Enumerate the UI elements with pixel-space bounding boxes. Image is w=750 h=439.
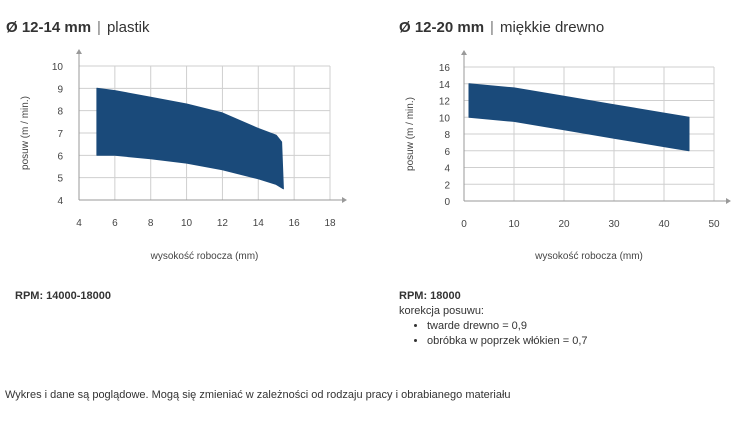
chart1-y-tick-label: 6 xyxy=(57,151,63,162)
chart2-title: Ø 12-20 mm | miękkie drewno xyxy=(399,19,604,36)
chart2-y-axis-arrow xyxy=(461,50,467,55)
chart2-y-tick-label: 10 xyxy=(439,113,451,124)
chart2-feed-band xyxy=(468,83,690,152)
chart2-x-tick-label: 20 xyxy=(558,219,570,230)
chart1-y-tick-label: 8 xyxy=(57,107,63,118)
chart1-title-material: plastik xyxy=(106,19,150,36)
correction-list: twarde drewno = 0,9 obróbka w poprzek wł… xyxy=(399,319,588,349)
chart2-y-tick-label: 14 xyxy=(439,80,451,91)
chart1-x-tick-label: 4 xyxy=(76,218,82,229)
chart1-title-diameter: Ø 12-14 mm xyxy=(6,19,92,36)
chart1-x-tick-label: 8 xyxy=(148,218,154,229)
chart1-x-tick-label: 10 xyxy=(181,218,193,229)
chart1-x-tick-label: 6 xyxy=(112,218,118,229)
chart2-title-separator: | xyxy=(490,19,494,36)
correction-item-hardwood: twarde drewno = 0,9 xyxy=(427,319,588,334)
correction-title: korekcja posuwu: xyxy=(399,305,484,317)
chart2-title-diameter: Ø 12-20 mm xyxy=(399,19,485,36)
chart1-x-tick-label: 18 xyxy=(324,218,336,229)
chart1-x-axis-arrow xyxy=(342,197,347,203)
chart1-x-tick-label: 12 xyxy=(217,218,229,229)
chart2-y-tick-label: 6 xyxy=(444,147,450,158)
chart2-x-axis-arrow xyxy=(726,198,731,204)
chart2-y-tick-label: 0 xyxy=(444,197,450,208)
chart2-y-axis-label: posuw (m / min.) xyxy=(405,97,416,171)
chart2-y-tick-label: 12 xyxy=(439,97,451,108)
chart1-y-tick-label: 4 xyxy=(57,196,63,207)
chart1-x-axis-label: wysokość robocza (mm) xyxy=(150,251,259,262)
chart1-y-tick-label: 5 xyxy=(57,174,63,185)
chart1-rpm: RPM: 14000-18000 xyxy=(15,290,112,302)
chart2-rpm: RPM: 18000 xyxy=(399,290,461,302)
chart2-title-material: miękkie drewno xyxy=(499,19,605,36)
chart1-x-tick-label: 14 xyxy=(253,218,265,229)
chart2-plot: 0 10 20 30 40 50 0 2 4 6 8 10 12 14 16 wysokość robocza… xyxy=(405,50,731,262)
chart1-y-axis-label: posuw (m / min.) xyxy=(20,96,31,170)
chart2-y-tick-label: 4 xyxy=(444,164,450,175)
chart2-x-tick-label: 50 xyxy=(708,219,720,230)
chart1-y-tick-label: 7 xyxy=(57,129,63,140)
chart1-y-tick-label: 9 xyxy=(57,84,63,95)
chart2-x-tick-label: 40 xyxy=(658,219,670,230)
chart2-correction: korekcja posuwu: twarde drewno = 0,9 obr… xyxy=(399,305,588,349)
chart2-x-tick-label: 0 xyxy=(461,219,467,230)
chart2-x-tick-label: 10 xyxy=(508,219,520,230)
chart2-y-tick-label: 2 xyxy=(444,180,450,191)
chart1-plot: 4 6 8 10 12 14 16 18 4 5 6 7 8 9 10 wysokość robocza (m… xyxy=(20,49,347,262)
chart1-y-axis-arrow xyxy=(76,49,82,54)
chart1-x-tick-label: 16 xyxy=(289,218,301,229)
chart2-x-tick-label: 30 xyxy=(608,219,620,230)
chart2-y-tick-label: 16 xyxy=(439,63,451,74)
chart2-x-axis-label: wysokość robocza (mm) xyxy=(534,251,643,262)
chart1-y-tick-label: 10 xyxy=(52,62,64,73)
footer-note: Wykres i dane są poglądowe. Mogą się zmi… xyxy=(5,389,511,401)
chart1-title: Ø 12-14 mm | plastik xyxy=(6,19,149,36)
chart2-y-tick-label: 8 xyxy=(444,130,450,141)
chart1-title-separator: | xyxy=(97,19,101,36)
chart1-feed-band xyxy=(96,87,284,190)
correction-item-cross-grain: obróbka w poprzek włókien = 0,7 xyxy=(427,334,588,349)
